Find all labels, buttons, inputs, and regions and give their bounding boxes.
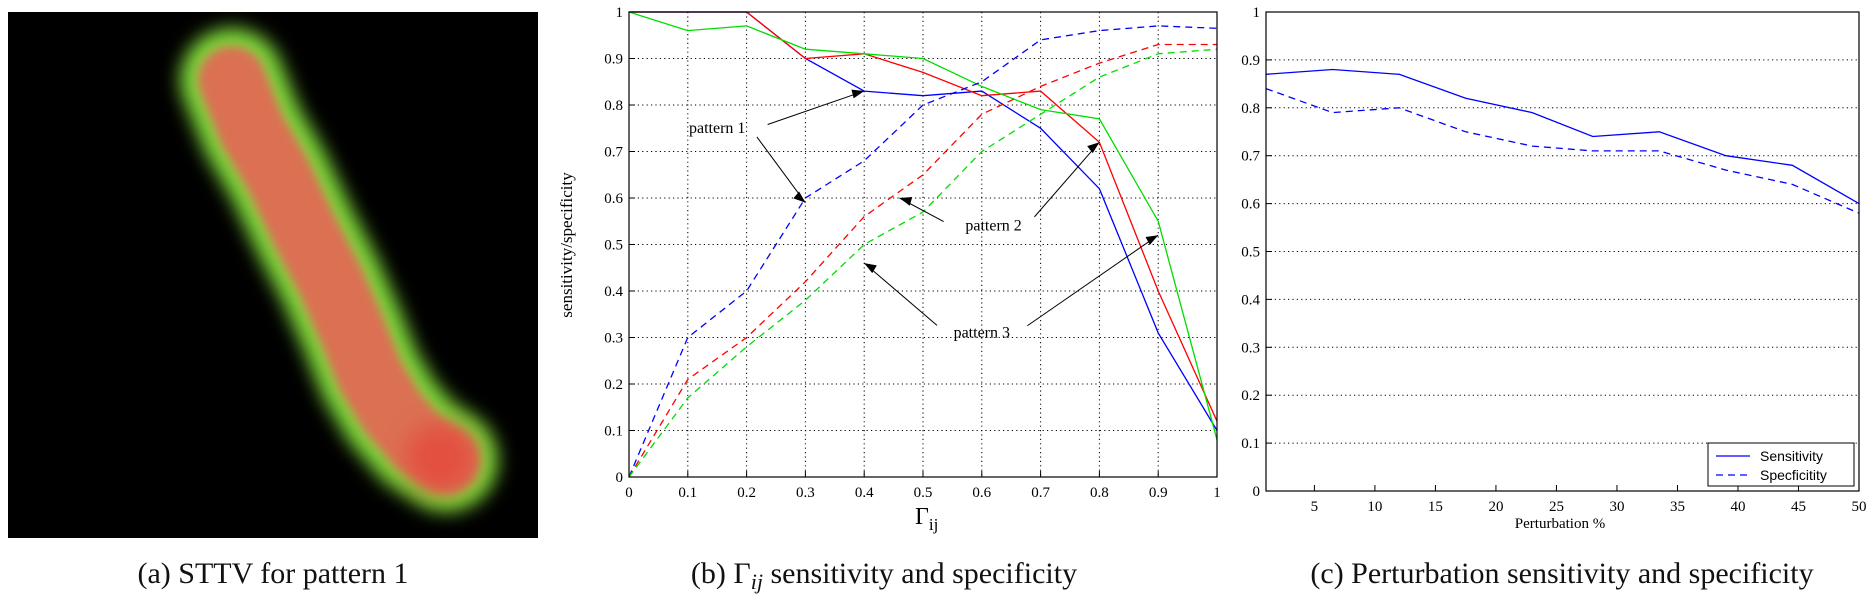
c-xtick-label: 45 <box>1791 499 1806 515</box>
c-xtick-label: 50 <box>1852 499 1867 515</box>
caption-b-prefix: (b) Γ <box>691 557 751 590</box>
panel-b: pattern 1 pattern 2 pattern 3 0 0.1 0.2 0.3 0.… <box>557 5 1221 594</box>
b-ytick-label: 0 <box>616 470 624 486</box>
c-ytick-label: 1 <box>1253 5 1261 21</box>
c-xtick-label: 20 <box>1488 499 1503 515</box>
c-ytick-label: 0.8 <box>1241 101 1260 117</box>
c-ticks: 00.10.20.30.40.50.60.70.80.915 10 15 20 25 30… <box>1241 5 1866 515</box>
annotation-pattern-3: pattern 3 <box>954 325 1010 342</box>
annotation-arrow-head <box>851 89 865 99</box>
c-ytick-label: 0.2 <box>1241 388 1260 404</box>
c-legend-label-sensitivity: Sensitivity <box>1760 448 1823 464</box>
c-ytick-label: 0 <box>1253 484 1261 500</box>
c-ytick-label: 0.4 <box>1241 292 1260 308</box>
b-ylabel: sensitivity/specificity <box>557 172 576 318</box>
b-ytick-label: 0.8 <box>604 98 623 114</box>
b-ytick-label: 0.9 <box>604 52 623 68</box>
c-xtick-label: 35 <box>1670 499 1685 515</box>
c-ytick-label: 0.7 <box>1241 149 1260 165</box>
c-ytick-label: 0.9 <box>1241 53 1260 69</box>
b-xtick-label: 0.8 <box>1090 485 1109 501</box>
caption-a: (a) STTV for pattern 1 <box>137 557 408 590</box>
annotation-arrow-line <box>1027 234 1159 327</box>
c-xtick-label: 25 <box>1549 499 1564 515</box>
annotation-arrow-head <box>1087 142 1100 154</box>
b-ytick-label: 0.4 <box>604 284 623 300</box>
b-xtick-label: 0.6 <box>972 485 991 501</box>
b-ytick-label: 0.5 <box>604 238 623 254</box>
b-annotations: pattern 1 pattern 2 pattern 3 <box>689 89 1159 342</box>
panel-a: (a) STTV for pattern 1 <box>8 12 538 590</box>
c-ytick-label: 0.5 <box>1241 245 1260 261</box>
c-legend-label-specficitity: Specficitity <box>1760 467 1827 483</box>
b-xtick-label: 0.3 <box>796 485 815 501</box>
annotation-arrow-head <box>1145 235 1159 245</box>
b-ytick-label: 0.6 <box>604 191 623 207</box>
c-xtick-label: 30 <box>1609 499 1624 515</box>
panel-c: 00.10.20.30.40.50.60.70.80.915 10 15 20 25 30… <box>1241 5 1866 590</box>
b-ytick-label: 0.2 <box>604 377 623 393</box>
annotation-pattern-1: pattern 1 <box>689 120 745 137</box>
c-legend: Sensitivity Specficitity <box>1707 442 1855 487</box>
c-xtick-label: 10 <box>1367 499 1382 515</box>
pattern-3-solid-line <box>628 11 1218 440</box>
annotation-arrow-head <box>864 263 877 274</box>
c-xtick-label: 15 <box>1428 499 1443 515</box>
c-series-lines <box>1265 68 1860 214</box>
c-xtick-label: 5 <box>1311 499 1319 515</box>
annotation-arrow-head <box>899 197 913 206</box>
b-xtick-label: 0.4 <box>855 485 874 501</box>
b-ytick-label: 1 <box>616 5 624 21</box>
c-ytick-label: 0.1 <box>1241 436 1260 452</box>
sttv-stroke <box>198 46 480 494</box>
b-xlabel-main: Γ <box>915 504 929 530</box>
sensitivity-line <box>1265 68 1860 205</box>
b-ytick-label: 0.1 <box>604 424 623 440</box>
b-gridlines <box>629 12 1217 477</box>
annotation-arrow-head <box>793 191 806 203</box>
b-xtick-label: 0.1 <box>678 485 697 501</box>
caption-b-suffix: sensitivity and specificity <box>763 557 1077 590</box>
pattern-3-dashed-line <box>628 48 1218 478</box>
sttv-end-blob <box>406 424 474 492</box>
c-ytick-label: 0.6 <box>1241 197 1260 213</box>
annotation-arrow-line <box>1034 141 1100 218</box>
pattern-2-dashed-line <box>628 43 1217 478</box>
b-xtick-label: 0 <box>625 485 633 501</box>
b-ytick-label: 0.7 <box>604 145 623 161</box>
pattern-1-dashed-line <box>628 25 1218 478</box>
c-gridlines <box>1266 59 1859 444</box>
caption-b: (b) Γij sensitivity and specificity <box>691 557 1077 594</box>
annotation-arrow-line <box>863 262 938 326</box>
specficitity-line <box>1265 87 1860 214</box>
caption-c: (c) Perturbation sensitivity and specifi… <box>1310 557 1813 590</box>
c-legend-box <box>1707 442 1855 487</box>
caption-b-sub: ij <box>751 569 763 594</box>
b-xtick-label: 1 <box>1213 485 1221 501</box>
b-ticks: 0 0.1 0.2 0.3 0.4 0.5 0.6 0.7 0.8 0.9 1 0 0.1 0.2 0.3 0… <box>604 5 1221 501</box>
b-xtick-label: 0.5 <box>914 485 933 501</box>
b-ytick-label: 0.3 <box>604 331 623 347</box>
b-xtick-label: 0.7 <box>1031 485 1050 501</box>
c-xlabel: Perturbation % <box>1515 516 1605 532</box>
b-xlabel-sub: ij <box>929 515 938 534</box>
annotation-arrow-line <box>767 90 865 125</box>
annotation-pattern-2: pattern 2 <box>965 218 1021 235</box>
annotation-arrow-line <box>756 136 806 203</box>
b-xlabel: Γij <box>915 504 938 534</box>
b-xtick-label: 0.9 <box>1149 485 1168 501</box>
c-ytick-label: 0.3 <box>1241 340 1260 356</box>
c-xtick-label: 40 <box>1730 499 1745 515</box>
b-xtick-label: 0.2 <box>737 485 756 501</box>
